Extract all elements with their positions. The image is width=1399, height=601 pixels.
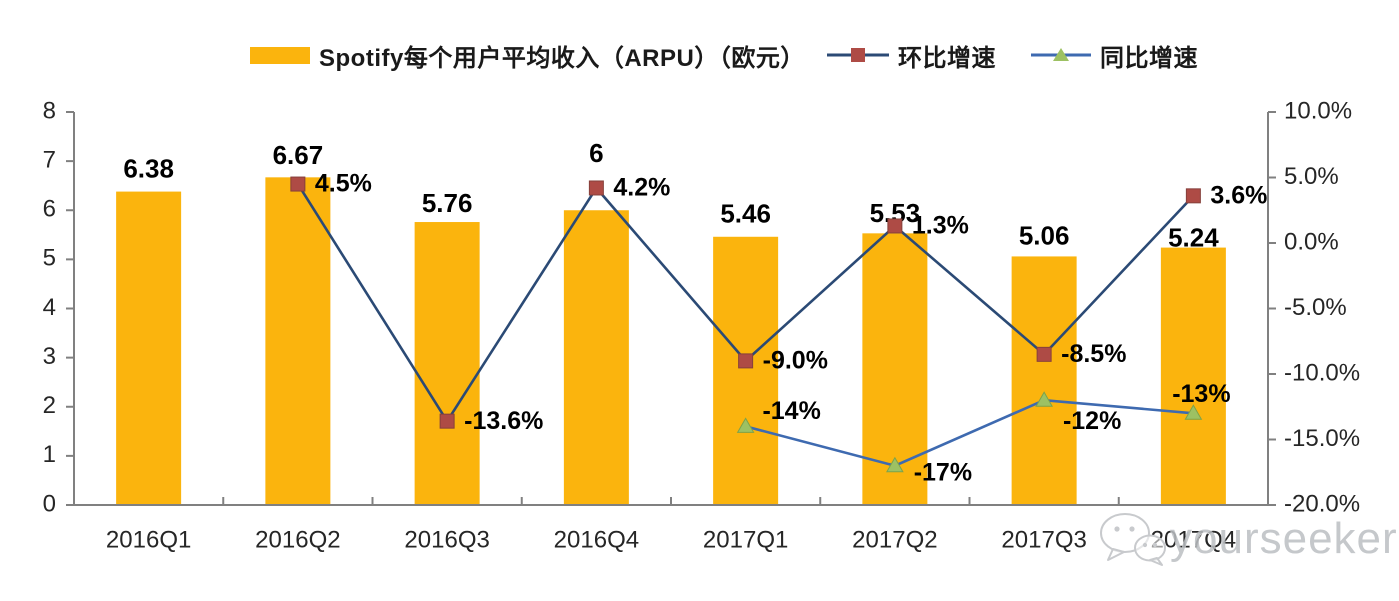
- bar-value-label: 6: [589, 138, 603, 168]
- left-axis-tick-label: 6: [43, 196, 56, 223]
- right-axis-tick-label: 10.0%: [1284, 97, 1352, 124]
- bar-2017Q3: [1011, 256, 1077, 505]
- yoy-series-label: 同比增速: [1100, 44, 1198, 72]
- bar-value-label: 5.46: [720, 199, 771, 229]
- left-axis-tick-label: 2: [43, 392, 56, 419]
- yoy-marker-2017Q1: [736, 417, 755, 433]
- qoq-marker-2017Q4: [1185, 188, 1201, 204]
- qoq-value-label: 1.3%: [912, 212, 969, 240]
- bar-2016Q2: [265, 177, 331, 505]
- bar-2016Q4: [563, 210, 629, 505]
- right-axis-tick-label: 5.0%: [1284, 163, 1339, 190]
- bar-value-label: 5.24: [1168, 222, 1219, 252]
- bar-2016Q3: [414, 222, 480, 506]
- bar-value-label: 5.76: [422, 188, 473, 218]
- qoq-value-label: -9.0%: [763, 347, 828, 375]
- qoq-value-label: 3.6%: [1210, 181, 1267, 209]
- yoy-marker-2017Q2: [886, 456, 904, 473]
- left-axis-tick-label: 3: [43, 343, 56, 370]
- yoy-value-label: -14%: [762, 397, 820, 425]
- left-axis-tick-label: 0: [43, 490, 56, 517]
- left-axis-tick-label: 4: [43, 294, 56, 321]
- yoy-line-marker-icon: [1031, 48, 1091, 61]
- bar-value-label: 6.67: [273, 140, 324, 170]
- left-axis-tick-label: 8: [43, 97, 56, 124]
- qoq-marker-2017Q3: [1036, 346, 1052, 362]
- bar-value-label: 5.06: [1019, 220, 1070, 250]
- right-axis-tick-label: -5.0%: [1284, 294, 1347, 321]
- x-axis-label-2016Q4: 2016Q4: [554, 526, 639, 553]
- x-axis-label-2017Q1: 2017Q1: [703, 526, 788, 553]
- qoq-value-label: -8.5%: [1061, 340, 1126, 368]
- bar-2017Q4: [1160, 247, 1226, 505]
- left-axis-tick-label: 7: [43, 146, 56, 173]
- yoy-value-label: -12%: [1063, 407, 1121, 435]
- qoq-value-label: 4.5%: [315, 170, 372, 198]
- qoq-marker-2016Q4: [588, 180, 604, 196]
- legend-item-arpu[interactable]: Spotify每个用户平均收入（ARPU）（欧元）: [250, 40, 805, 72]
- x-axis-label-2016Q3: 2016Q3: [404, 526, 489, 553]
- qoq-series-label: 环比增速: [898, 44, 996, 72]
- right-axis-tick-label: -15.0%: [1284, 425, 1360, 452]
- yoy-line: [745, 398, 1194, 468]
- right-axis-tick-label: 0.0%: [1284, 228, 1339, 255]
- yoy-value-label: -13%: [1172, 380, 1230, 408]
- yoy-marker-2017Q4: [1184, 404, 1203, 420]
- bar-series-swatch-icon: [250, 46, 310, 64]
- qoq-value-label: -13.6%: [464, 407, 543, 435]
- x-axis-label-2016Q1: 2016Q1: [106, 526, 191, 553]
- bar-2017Q1: [713, 236, 779, 505]
- bar-2016Q1: [116, 191, 182, 505]
- qoq-marker-2017Q2: [887, 218, 903, 234]
- yoy-marker-2017Q3: [1035, 391, 1053, 407]
- legend-item-yoy[interactable]: 同比增速: [1031, 40, 1198, 72]
- x-axis-label-2017Q2: 2017Q2: [852, 526, 937, 553]
- left-axis-tick-label: 1: [43, 441, 56, 468]
- legend-item-qoq[interactable]: 环比增速: [827, 40, 996, 72]
- x-axis-label-2016Q2: 2016Q2: [255, 526, 340, 553]
- x-axis-label-2017Q3: 2017Q3: [1001, 526, 1086, 553]
- qoq-marker-2016Q3: [439, 413, 455, 429]
- bar-value-label: 6.38: [123, 153, 174, 183]
- yoy-value-label: -17%: [914, 458, 972, 486]
- qoq-value-label: 4.2%: [613, 174, 670, 202]
- qoq-line-marker-icon: [827, 48, 889, 62]
- left-axis-tick-label: 5: [43, 245, 56, 272]
- qoq-marker-2016Q2: [290, 176, 306, 192]
- qoq-marker-2017Q1: [738, 353, 754, 369]
- x-axis-label-2017Q4: 2017Q4: [1151, 526, 1236, 553]
- right-axis-tick-label: -20.0%: [1284, 490, 1360, 517]
- right-axis-tick-label: -10.0%: [1284, 359, 1360, 386]
- bar-series-label: Spotify每个用户平均收入（ARPU）（欧元）: [319, 44, 805, 72]
